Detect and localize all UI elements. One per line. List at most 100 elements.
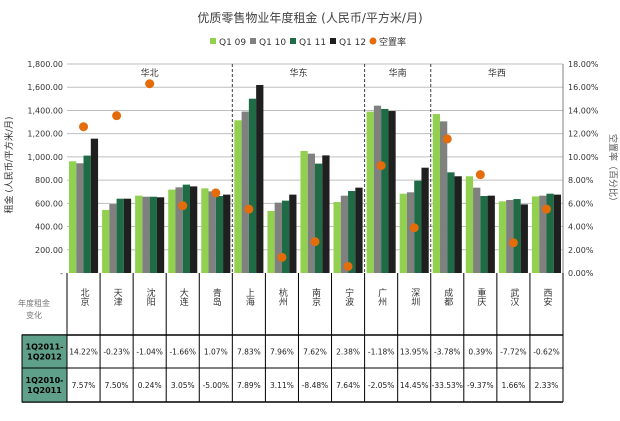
bar-q112: [322, 155, 330, 273]
y2-tick-label: 2.00%: [568, 246, 594, 255]
category-label: 杭州: [277, 287, 288, 306]
bar-q110: [440, 121, 448, 273]
bar-q109: [168, 189, 176, 273]
y-tick-label: 1,800.00: [27, 60, 63, 69]
bar-q110: [274, 202, 282, 273]
y2-tick-label: 4.00%: [568, 223, 594, 232]
table-cell: -9.37%: [467, 381, 494, 390]
table-cell: 3.11%: [270, 381, 294, 390]
bar-q111: [248, 98, 257, 273]
category-label: 北京: [79, 288, 90, 307]
bar-q111: [348, 191, 356, 273]
bar-q112: [90, 138, 99, 273]
bar-q110: [307, 153, 315, 273]
category-label: 天津: [112, 288, 123, 307]
region-label: 华南: [389, 67, 407, 79]
bar-q112: [553, 194, 561, 273]
bar-q111: [215, 196, 224, 273]
legend-swatch: [210, 38, 216, 44]
table-cell: 7.89%: [237, 381, 261, 390]
table-cell: 1.07%: [204, 348, 228, 357]
bar-q109: [432, 114, 440, 274]
vacancy-point: [508, 238, 518, 248]
bar-q111: [513, 199, 521, 273]
bar-q112: [421, 167, 429, 273]
bar-q112: [289, 194, 297, 273]
table-cell: -2.05%: [368, 381, 395, 390]
legend-swatch: [330, 38, 336, 44]
bar-q109: [465, 176, 474, 273]
bar-q111: [116, 198, 124, 273]
bar-q111: [281, 200, 290, 273]
vacancy-point: [178, 201, 188, 211]
bar-q110: [241, 111, 249, 273]
table-cell: 13.95%: [400, 348, 429, 357]
bar-q110: [473, 187, 481, 273]
region-label: 华东: [289, 67, 307, 79]
table-cell: 7.96%: [270, 348, 294, 357]
table-row-label-2: 1Q2011: [27, 386, 62, 395]
bar-q109: [201, 188, 209, 273]
vacancy-point: [409, 223, 419, 233]
table-cell: 7.62%: [303, 348, 327, 357]
bar-q109: [366, 111, 374, 273]
bar-q112: [520, 204, 528, 273]
vacancy-point: [541, 204, 551, 214]
bar-q112: [190, 186, 198, 273]
vacancy-point: [145, 79, 155, 89]
bar-q110: [109, 204, 117, 273]
y2-tick-label: 10.00%: [568, 153, 599, 162]
table-row-header: [21, 334, 68, 369]
y-tick-label: 200.00: [35, 246, 63, 255]
bar-q110: [539, 195, 547, 273]
y-tick-label: 800.00: [35, 176, 63, 185]
bar-q110: [340, 195, 349, 273]
table-cell: 7.50%: [105, 381, 129, 390]
bar-q109: [399, 193, 407, 273]
y-tick-label: 1,200.00: [27, 130, 63, 139]
legend-label: Q1 11: [299, 38, 326, 48]
y-tick-label: 1,000.00: [27, 153, 63, 162]
category-label: 西安: [541, 288, 552, 307]
y2-axis-title: 空置率（百分比）: [607, 134, 619, 206]
table-cell: -33.53%: [432, 381, 463, 390]
y-tick-label: 1,400.00: [27, 106, 63, 115]
table-cell: -3.78%: [434, 348, 461, 357]
y2-tick-label: 6.00%: [568, 199, 594, 208]
table-cell: 1.66%: [501, 381, 525, 390]
table-cell: 7.57%: [72, 381, 96, 390]
bar-q110: [142, 196, 150, 273]
bar-q109: [531, 196, 540, 273]
bar-q112: [156, 197, 165, 273]
bar-q109: [300, 150, 308, 273]
table-header-label: 年度租金: [18, 298, 50, 308]
category-label: 青岛: [211, 287, 222, 307]
bar-q109: [498, 201, 507, 273]
table-cell: -8.48%: [302, 381, 329, 390]
bar-q112: [487, 195, 495, 273]
legend-swatch-vacancy: [369, 37, 377, 45]
category-label: 成都: [442, 287, 453, 307]
bar-q111: [182, 184, 190, 273]
table-row-label: 1Q2010-: [26, 376, 64, 385]
table-cell: 2.33%: [535, 381, 559, 390]
category-label: 南京: [310, 287, 321, 307]
category-label: 大连: [178, 287, 189, 307]
legend-swatch: [250, 38, 256, 44]
table-cell: -1.18%: [368, 348, 395, 357]
bar-q110: [373, 105, 382, 273]
y-tick-label: -: [60, 269, 63, 278]
region-label: 华北: [141, 67, 159, 79]
y-tick-label: 400.00: [35, 223, 63, 232]
bar-q109: [69, 161, 77, 273]
bar-q110: [175, 187, 183, 273]
legend-label: Q1 12: [339, 38, 366, 48]
category-label: 深圳: [409, 288, 420, 306]
table-cell: -7.72%: [500, 348, 527, 357]
bar-q112: [454, 176, 462, 273]
table-cell: 0.39%: [468, 348, 492, 357]
bar-q109: [234, 120, 242, 273]
bar-q109: [102, 209, 110, 273]
vacancy-point: [475, 170, 485, 180]
